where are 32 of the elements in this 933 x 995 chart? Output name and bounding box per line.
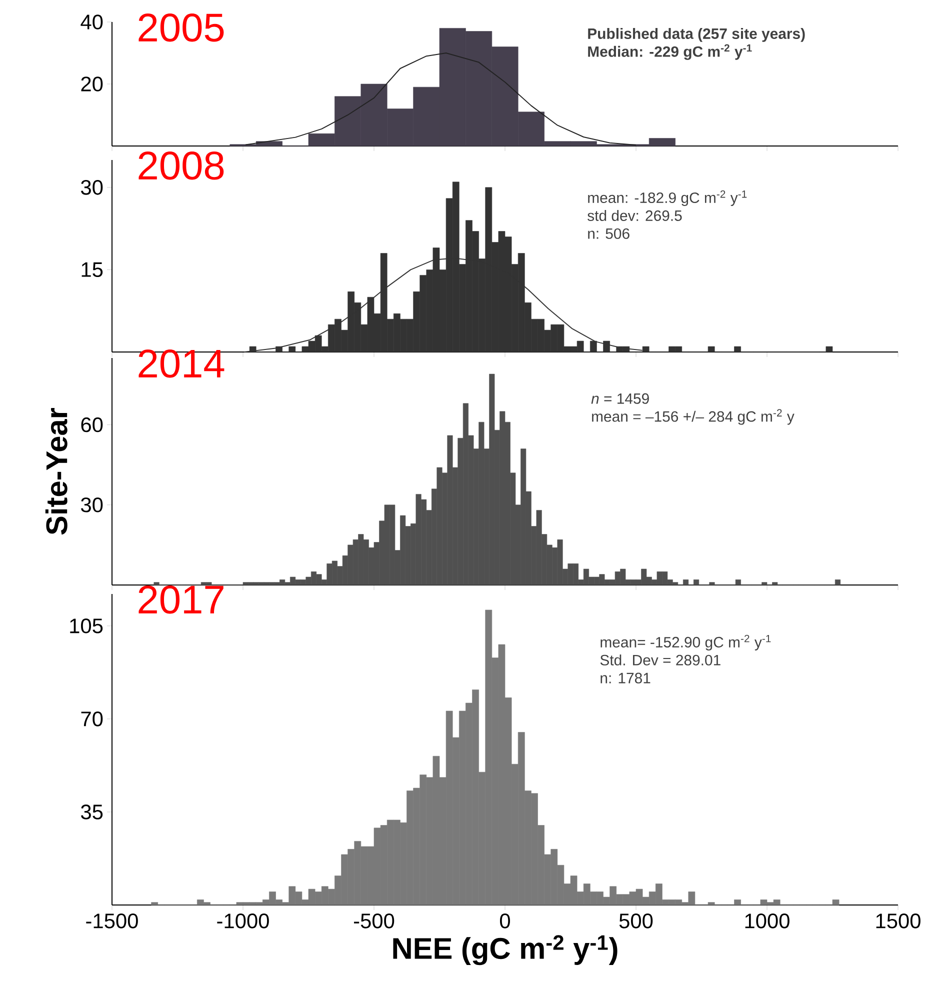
x-tick-label: 0 (500, 914, 510, 928)
y-tick-label: 105 (70, 618, 103, 634)
x-axis-title: NEE (gC m$^{-2}$ y$^{-1}$) (393, 935, 618, 966)
chart-title: 2005 (138, 14, 224, 42)
chart-title: 2017 (138, 586, 224, 614)
chart-title: 2008 (138, 152, 224, 180)
y-tick-label: 60 (81, 417, 103, 432)
annotation: mean= -152.90 gC m$^{-2}$ y$^{-1}$ (600, 634, 771, 650)
annotation: n: 506 (588, 228, 630, 239)
y-tick-label: 35 (81, 804, 103, 820)
y-tick-label: 70 (81, 712, 103, 726)
y-tick-label: 30 (81, 497, 103, 512)
annotation: n: 1781 (600, 672, 650, 684)
x-tick-label: -1000 (217, 914, 269, 928)
chart-title: 2014 (138, 350, 224, 378)
x-tick-label: -1500 (86, 914, 138, 928)
text: Median: -229 gC m$^{-2}$ y$^{-1}$ (588, 44, 752, 60)
y-tick-label: 20 (81, 76, 103, 92)
x-tick-label: 1000 (745, 914, 790, 928)
annotation: Std. Dev = 289.01 (600, 654, 720, 666)
annotation: n = 1459 (591, 393, 649, 404)
x-tick-label: -500 (354, 914, 394, 928)
annotation: mean = –156 +/– 284 gC m$^{-2}$ y (592, 409, 794, 425)
x-tick-label: 1500 (876, 914, 920, 928)
y-tick-label: 30 (81, 180, 103, 195)
y-axis-title: Site-Year (45, 408, 68, 535)
y-tick-label: 15 (82, 262, 103, 278)
y-tick-label: 40 (80, 14, 103, 30)
annotation: std dev: 269.5 (588, 210, 682, 221)
x-tick-label: 500 (619, 914, 653, 928)
annotation: Published data (257 site years) (588, 28, 805, 42)
annotation: mean: -182.9 gC m$^{-2}$ y$^{-1}$ (588, 190, 747, 206)
